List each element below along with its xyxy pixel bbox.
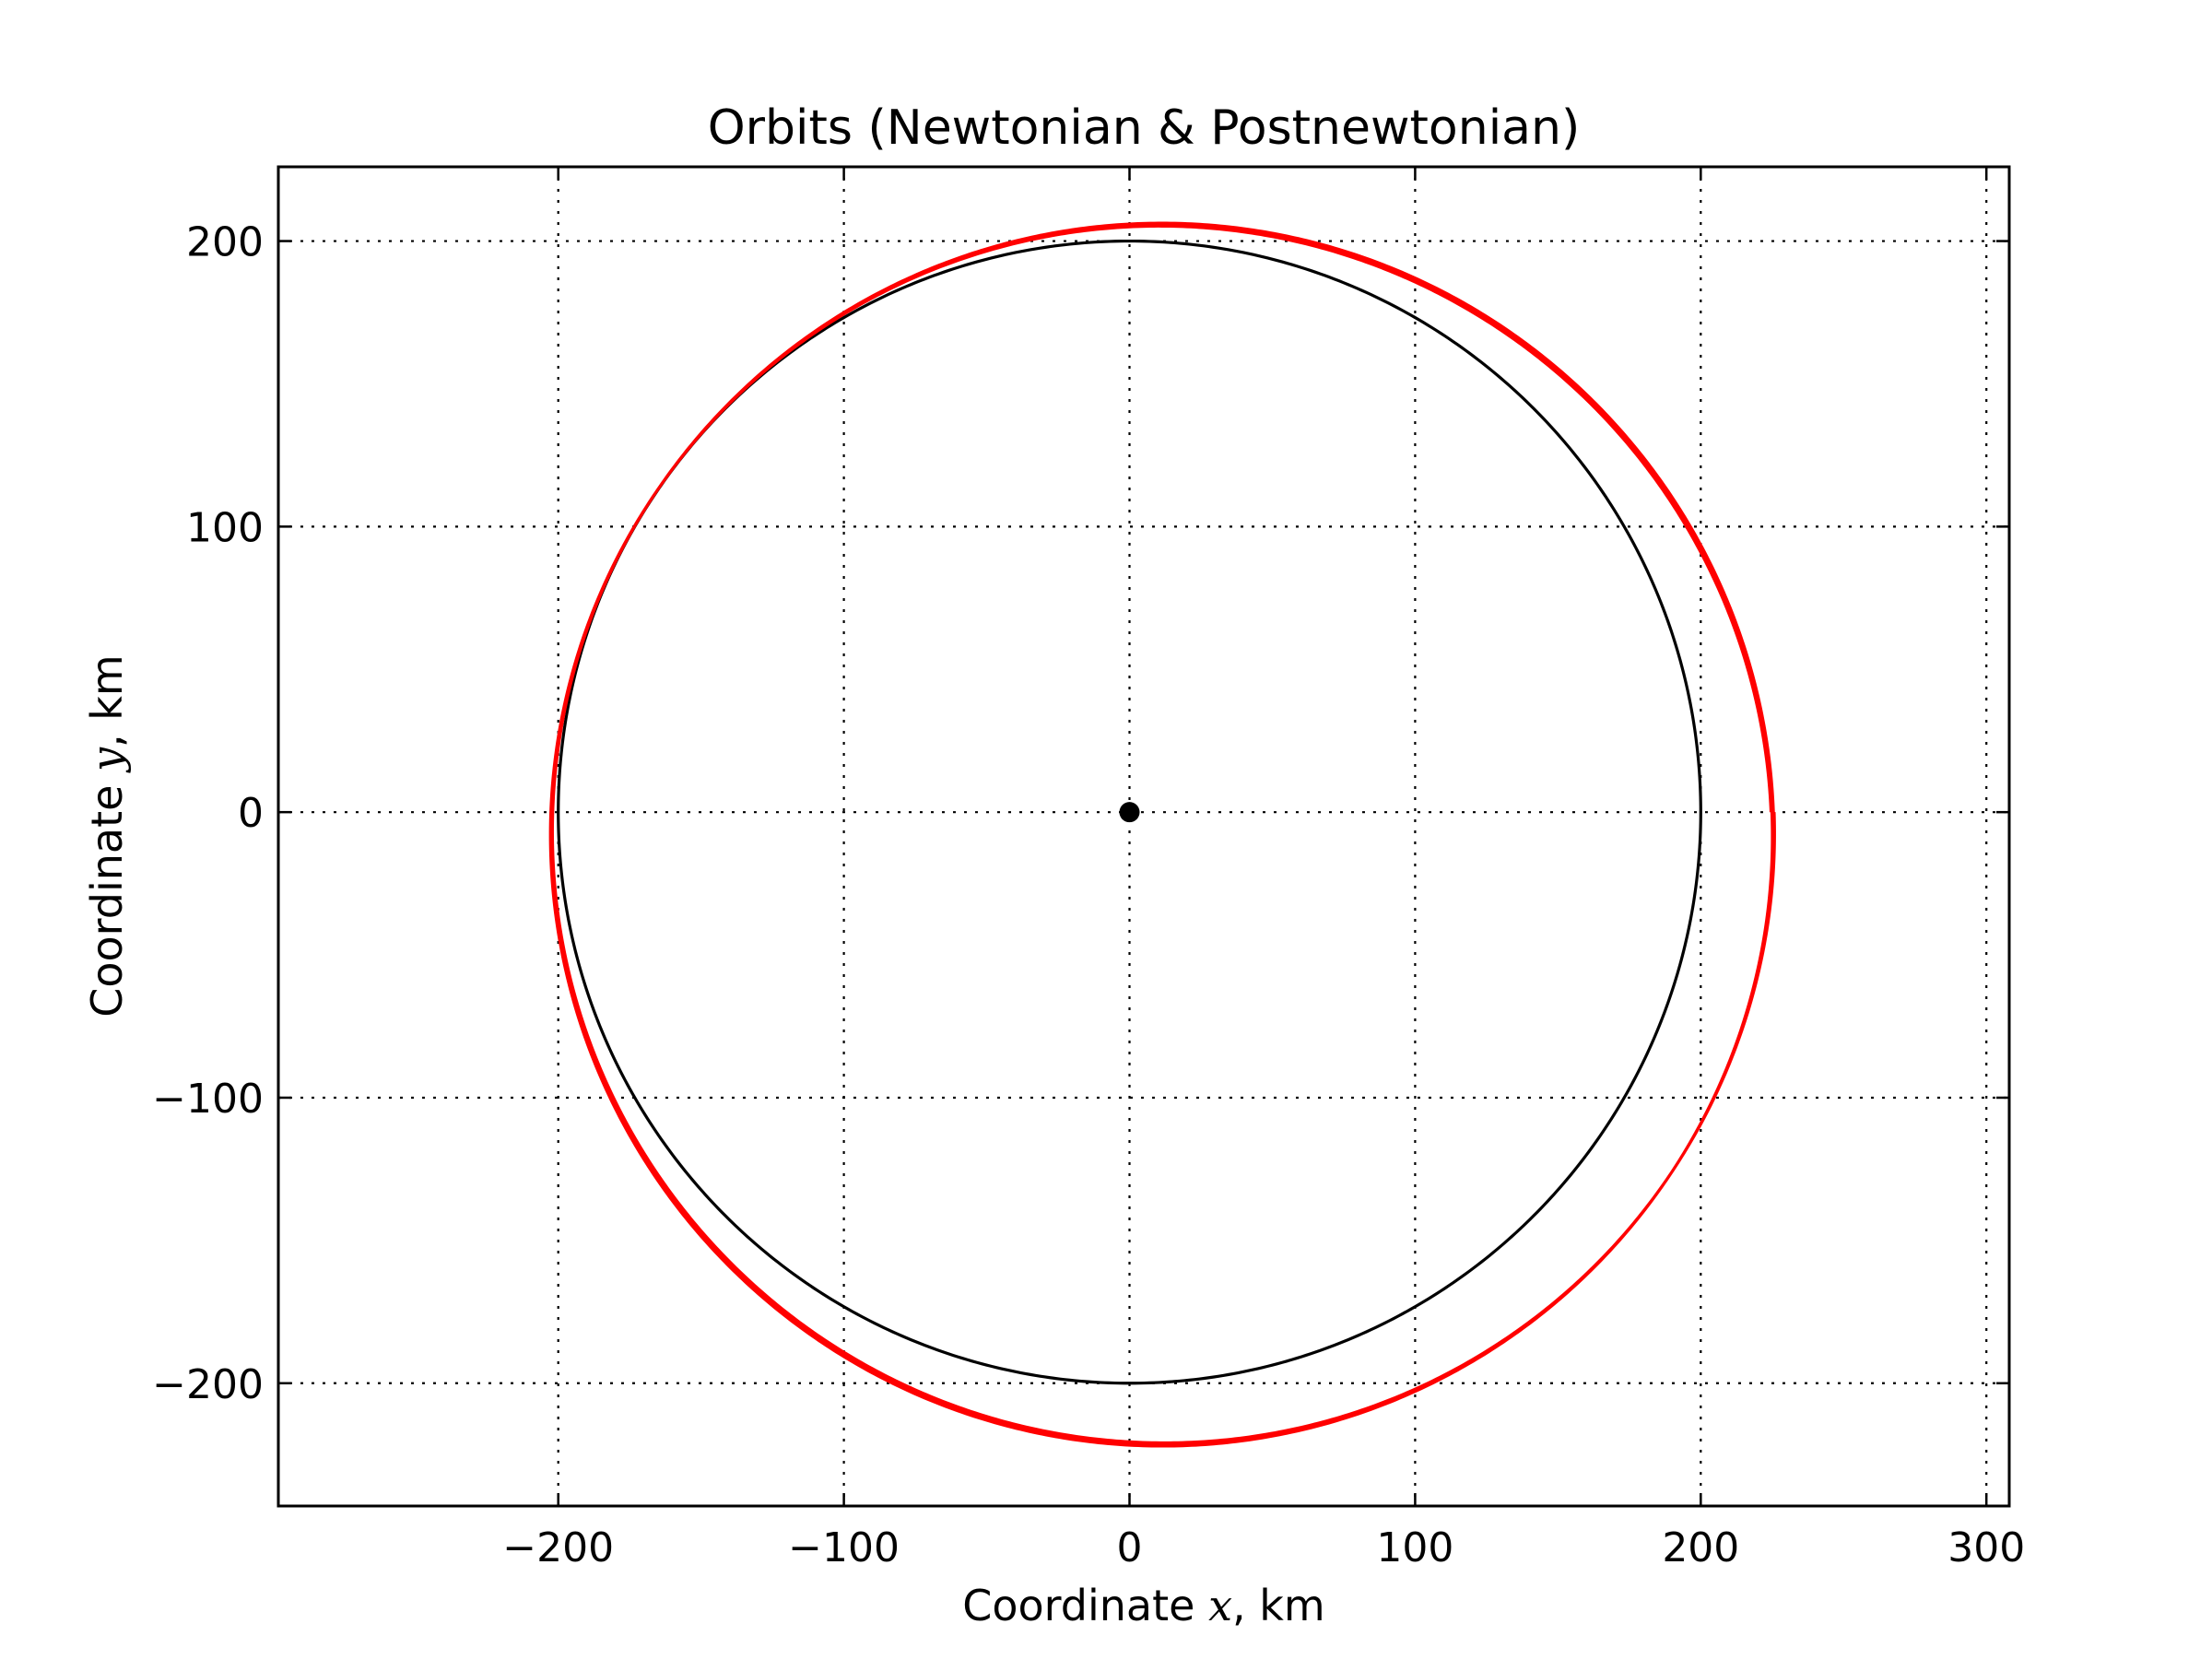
y-tick-label: 100 [186, 504, 264, 551]
y-tick-label: 200 [186, 219, 264, 266]
x-tick-label: 0 [1117, 1524, 1143, 1571]
x-tick-label: −100 [788, 1524, 900, 1571]
central-body-marker [1119, 802, 1140, 823]
y-tick-label: −200 [152, 1361, 264, 1408]
newtonian-orbit-line [557, 239, 1702, 1385]
chart-title: Orbits (Newtonian & Postnewtonian) [708, 100, 1581, 156]
plot-area-background [278, 167, 2009, 1506]
y-axis-variable: y [82, 747, 132, 773]
axis-ticks: −200 −100 0 100 200 300 −200 −100 0 100 200 [152, 167, 2025, 1571]
plot-frame [276, 165, 2011, 1508]
x-tick-label: 300 [1947, 1524, 2025, 1571]
x-axis-variable: x [1208, 1581, 1232, 1630]
y-tick-label: −100 [152, 1076, 264, 1123]
postnewtonian-orbit-line [548, 221, 1776, 1448]
x-tick-label: 200 [1662, 1524, 1739, 1571]
orbit-series [548, 221, 1776, 1448]
x-tick-label: −200 [502, 1524, 614, 1571]
y-tick-label: 0 [238, 790, 264, 837]
x-axis-label: Coordinate x, km [962, 1581, 1324, 1630]
y-axis-label: Coordinate y, km [82, 654, 132, 1018]
x-tick-label: 100 [1376, 1524, 1453, 1571]
